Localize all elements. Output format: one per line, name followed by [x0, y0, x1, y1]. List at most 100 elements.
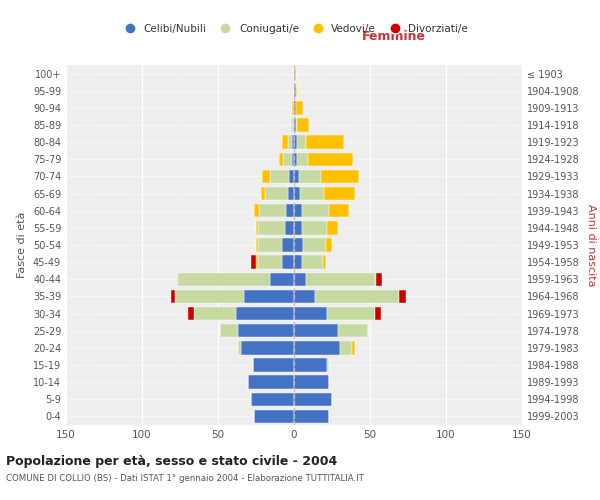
Bar — [302, 204, 329, 218]
Bar — [259, 204, 286, 218]
Bar — [294, 410, 329, 423]
Bar — [328, 307, 374, 320]
Bar — [294, 392, 332, 406]
Bar — [282, 256, 294, 269]
Bar — [292, 136, 294, 149]
Bar — [294, 101, 296, 114]
Bar — [256, 256, 257, 269]
Bar — [257, 238, 282, 252]
Bar — [374, 272, 376, 286]
Bar — [285, 221, 294, 234]
Bar — [323, 256, 326, 269]
Bar — [241, 341, 294, 354]
Bar — [188, 307, 194, 320]
Bar — [338, 324, 368, 338]
Bar — [300, 187, 325, 200]
Bar — [283, 152, 292, 166]
Bar — [294, 256, 302, 269]
Bar — [194, 307, 236, 320]
Bar — [322, 170, 359, 183]
Bar — [251, 392, 294, 406]
Bar — [329, 204, 349, 218]
Bar — [294, 358, 328, 372]
Bar — [279, 152, 283, 166]
Bar — [251, 256, 256, 269]
Bar — [238, 324, 294, 338]
Bar — [294, 84, 296, 98]
Bar — [326, 238, 332, 252]
Bar — [289, 170, 294, 183]
Bar — [254, 410, 294, 423]
Text: COMUNE DI COLLIO (BS) - Dati ISTAT 1° gennaio 2004 - Elaborazione TUTTITALIA.IT: COMUNE DI COLLIO (BS) - Dati ISTAT 1° ge… — [6, 474, 364, 483]
Bar — [299, 170, 322, 183]
Bar — [288, 136, 292, 149]
Bar — [253, 358, 294, 372]
Bar — [292, 152, 294, 166]
Bar — [325, 187, 355, 200]
Bar — [294, 187, 300, 200]
Bar — [257, 221, 285, 234]
Bar — [297, 136, 306, 149]
Bar — [282, 136, 288, 149]
Bar — [306, 272, 374, 286]
Text: Popolazione per età, sesso e stato civile - 2004: Popolazione per età, sesso e stato civil… — [6, 455, 337, 468]
Bar — [254, 204, 259, 218]
Bar — [296, 101, 303, 114]
Bar — [352, 341, 355, 354]
Y-axis label: Fasce di età: Fasce di età — [17, 212, 27, 278]
Bar — [294, 136, 297, 149]
Bar — [294, 290, 315, 303]
Bar — [294, 118, 296, 132]
Bar — [292, 101, 294, 114]
Bar — [399, 290, 406, 303]
Bar — [296, 118, 297, 132]
Bar — [302, 256, 323, 269]
Bar — [292, 118, 294, 132]
Bar — [178, 272, 269, 286]
Bar — [269, 170, 289, 183]
Bar — [294, 238, 303, 252]
Bar — [256, 221, 257, 234]
Bar — [238, 341, 241, 354]
Bar — [297, 118, 309, 132]
Bar — [302, 221, 328, 234]
Bar — [294, 67, 296, 80]
Bar — [291, 118, 292, 132]
Bar — [177, 272, 178, 286]
Bar — [294, 170, 299, 183]
Bar — [294, 324, 338, 338]
Bar — [328, 221, 338, 234]
Bar — [296, 84, 297, 98]
Bar — [256, 238, 257, 252]
Bar — [308, 152, 353, 166]
Bar — [294, 272, 306, 286]
Bar — [294, 341, 340, 354]
Bar — [288, 187, 294, 200]
Bar — [294, 152, 297, 166]
Bar — [315, 290, 399, 303]
Bar — [265, 187, 288, 200]
Bar — [374, 307, 380, 320]
Bar — [269, 272, 294, 286]
Bar — [236, 307, 294, 320]
Bar — [294, 204, 302, 218]
Bar — [175, 290, 244, 303]
Bar — [294, 376, 329, 389]
Legend: Celibi/Nubili, Coniugati/e, Vedovi/e, Divorziati/e: Celibi/Nubili, Coniugati/e, Vedovi/e, Di… — [116, 20, 472, 38]
Bar — [303, 238, 326, 252]
Bar — [220, 324, 238, 338]
Bar — [257, 256, 282, 269]
Bar — [171, 290, 175, 303]
Bar — [244, 290, 294, 303]
Text: Femmine: Femmine — [362, 30, 427, 44]
Y-axis label: Anni di nascita: Anni di nascita — [586, 204, 596, 286]
Bar — [297, 152, 308, 166]
Bar — [260, 187, 265, 200]
Bar — [262, 170, 269, 183]
Bar — [286, 204, 294, 218]
Bar — [376, 272, 382, 286]
Bar — [248, 376, 294, 389]
Bar — [340, 341, 352, 354]
Bar — [294, 221, 302, 234]
Bar — [294, 307, 328, 320]
